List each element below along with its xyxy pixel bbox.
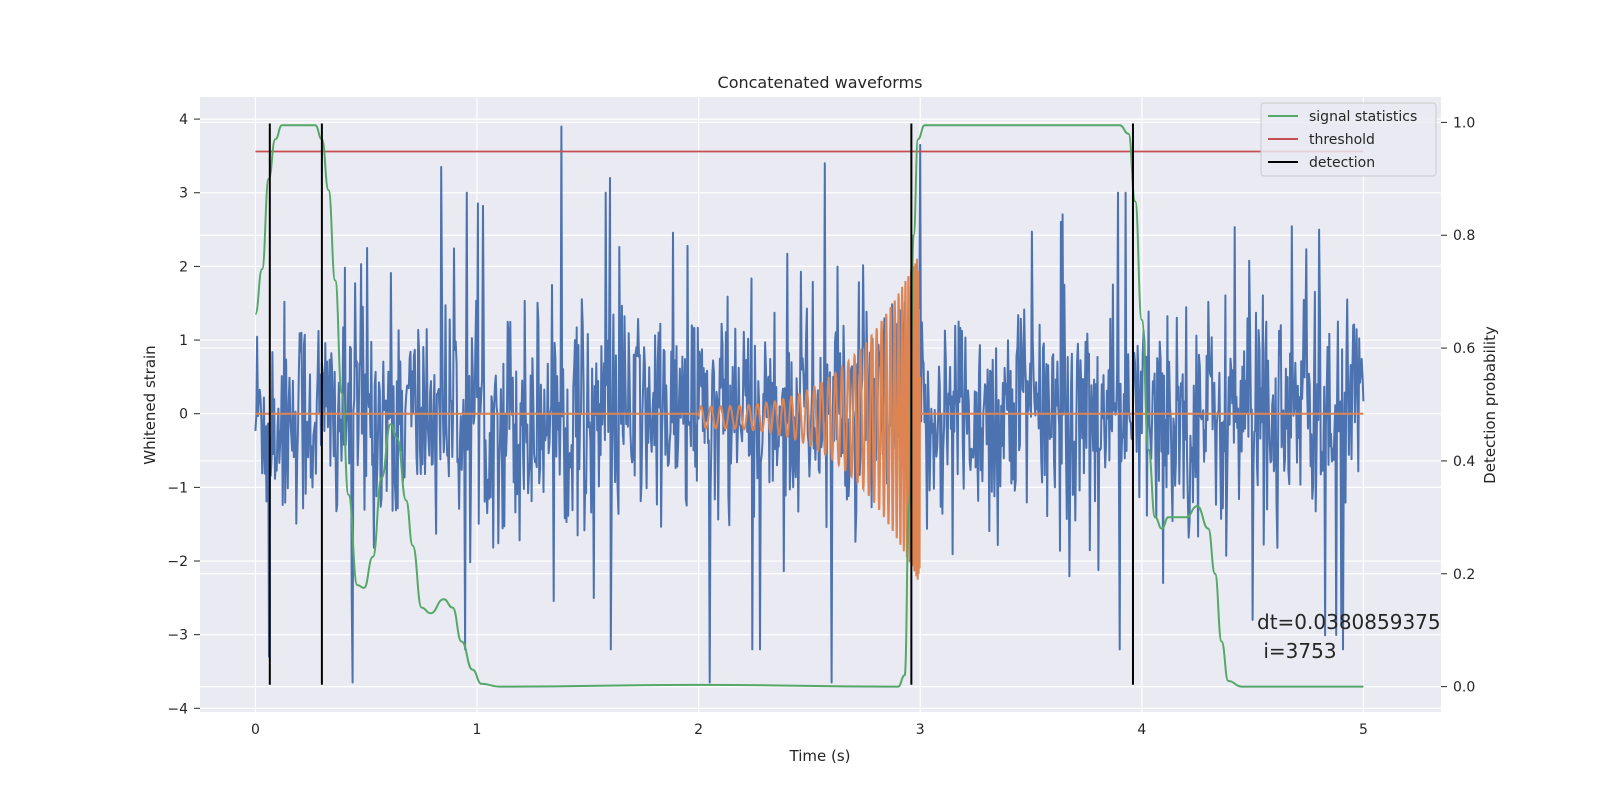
plot-lines (254, 123, 1365, 688)
y-axis-label-right: Detection probability (1481, 326, 1499, 484)
annotation-index: i=3753 (1257, 639, 1337, 663)
y-right-tick-label: 0.0 (1453, 680, 1475, 696)
legend-box (1260, 102, 1437, 177)
y-right-tick-label: 0.4 (1453, 454, 1475, 470)
y-right-tick-label: 1.0 (1453, 115, 1475, 131)
y-right-tick-label: 0.8 (1453, 228, 1475, 244)
chart-title: Concatenated waveforms (718, 73, 923, 92)
y-left-tick-label: 1 (179, 333, 188, 349)
series-whitened-strain (254, 125, 1365, 684)
legend-label-threshold: threshold (1309, 132, 1375, 148)
annotation-dt: dt=0.0380859375 (1257, 610, 1441, 634)
series-signal-statistics (254, 124, 1364, 688)
x-tick-label: 4 (1137, 722, 1146, 738)
x-tick-label: 5 (1359, 722, 1368, 738)
x-axis-label: Time (s) (789, 747, 851, 765)
y-right-tick-label: 0.6 (1453, 341, 1475, 357)
y-right-tick-label: 0.2 (1453, 567, 1475, 583)
legend-label-signal-statistics: signal statistics (1309, 109, 1417, 125)
y-left-tick-label: 3 (179, 186, 188, 202)
y-axis-label-left: Whitened strain (141, 345, 159, 464)
y-left-tick-label: −1 (167, 480, 188, 496)
y-left-tick-label: −2 (167, 554, 188, 570)
legend: signal statistics threshold detection (1260, 102, 1437, 177)
y-left-ticks: 4 3 2 1 0 −1 −2 −3 −4 (167, 112, 200, 717)
x-tick-label: 2 (694, 722, 703, 738)
x-ticks: 0 1 2 3 4 5 (251, 722, 1368, 738)
y-right-ticks: 1.0 0.8 0.6 0.4 0.2 0.0 (1441, 115, 1475, 696)
legend-label-detection: detection (1309, 155, 1375, 171)
y-left-tick-label: 0 (179, 407, 188, 423)
series-injected-signal (255, 258, 1364, 580)
y-left-tick-label: −4 (167, 701, 188, 717)
y-left-tick-label: −3 (167, 628, 188, 644)
y-left-tick-label: 2 (179, 259, 188, 275)
x-tick-label: 0 (251, 722, 260, 738)
x-tick-label: 1 (473, 722, 482, 738)
y-left-tick-label: 4 (179, 112, 188, 128)
x-tick-label: 3 (916, 722, 925, 738)
